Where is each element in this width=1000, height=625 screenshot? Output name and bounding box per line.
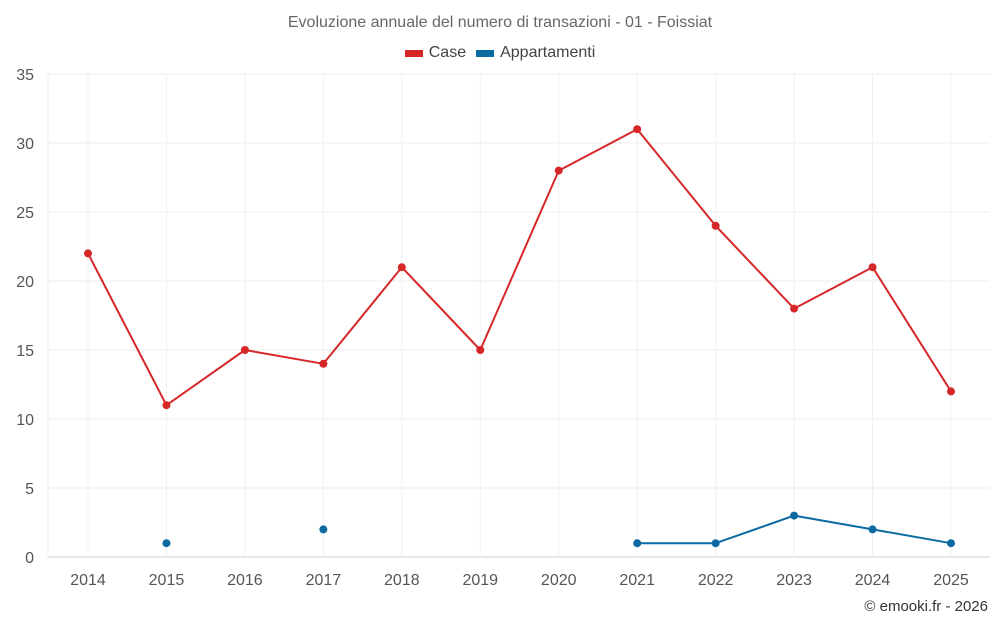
series-line-case — [87, 128, 952, 407]
y-tick-label: 15 — [16, 343, 34, 360]
y-tick-label: 35 — [16, 67, 34, 84]
data-point-case — [554, 166, 563, 175]
data-point-case — [397, 263, 406, 272]
data-point-appartamenti — [947, 539, 955, 548]
data-point-appartamenti — [162, 539, 171, 548]
x-tick-label: 2021 — [619, 572, 655, 589]
x-tick-label: 2023 — [776, 572, 812, 589]
legend-item-appartamenti[interactable]: Appartamenti — [476, 44, 595, 62]
legend-label-case: Case — [428, 44, 467, 61]
data-point-case — [868, 263, 877, 272]
x-tick-label: 2016 — [227, 572, 263, 589]
data-point-case — [476, 346, 485, 354]
y-tick-label: 30 — [16, 136, 34, 153]
y-tick-label: 5 — [25, 481, 34, 498]
data-point-appartamenti — [868, 525, 877, 534]
data-point-case — [162, 401, 171, 410]
x-tick-label: 2017 — [306, 572, 342, 589]
data-point-case — [319, 359, 328, 368]
x-tick-label: 2020 — [541, 572, 577, 589]
y-tick-label: 20 — [16, 274, 34, 291]
y-tick-label: 0 — [25, 550, 34, 567]
x-tick-label: 2018 — [384, 572, 420, 589]
legend-swatch-appartamenti — [476, 49, 495, 57]
data-point-case — [240, 346, 249, 354]
x-tick-label: 2014 — [70, 572, 106, 589]
x-tick-label: 2025 — [933, 572, 969, 589]
legend-item-case[interactable]: Case — [404, 44, 467, 62]
chart-title: Evoluzione annuale del numero di transaz… — [287, 14, 713, 31]
x-tick-label: 2024 — [855, 572, 891, 589]
data-point-appartamenti — [711, 539, 720, 548]
data-point-case — [84, 249, 92, 258]
x-tick-label: 2019 — [462, 572, 498, 589]
legend-swatch-case — [404, 49, 423, 57]
credit-text: © emooki.fr - 2026 — [864, 598, 988, 615]
legend: Case Appartamenti — [0, 44, 1000, 62]
data-point-case — [633, 125, 642, 134]
data-point-appartamenti — [790, 511, 799, 520]
legend-label-appartamenti: Appartamenti — [500, 44, 596, 61]
data-point-case — [711, 221, 720, 230]
data-point-appartamenti — [319, 525, 328, 534]
y-tick-label: 25 — [16, 205, 34, 222]
x-tick-label: 2022 — [698, 572, 734, 589]
data-point-case — [947, 387, 955, 396]
data-point-case — [790, 304, 799, 313]
y-tick-label: 10 — [16, 412, 34, 429]
data-point-appartamenti — [633, 539, 642, 548]
x-tick-label: 2015 — [149, 572, 185, 589]
